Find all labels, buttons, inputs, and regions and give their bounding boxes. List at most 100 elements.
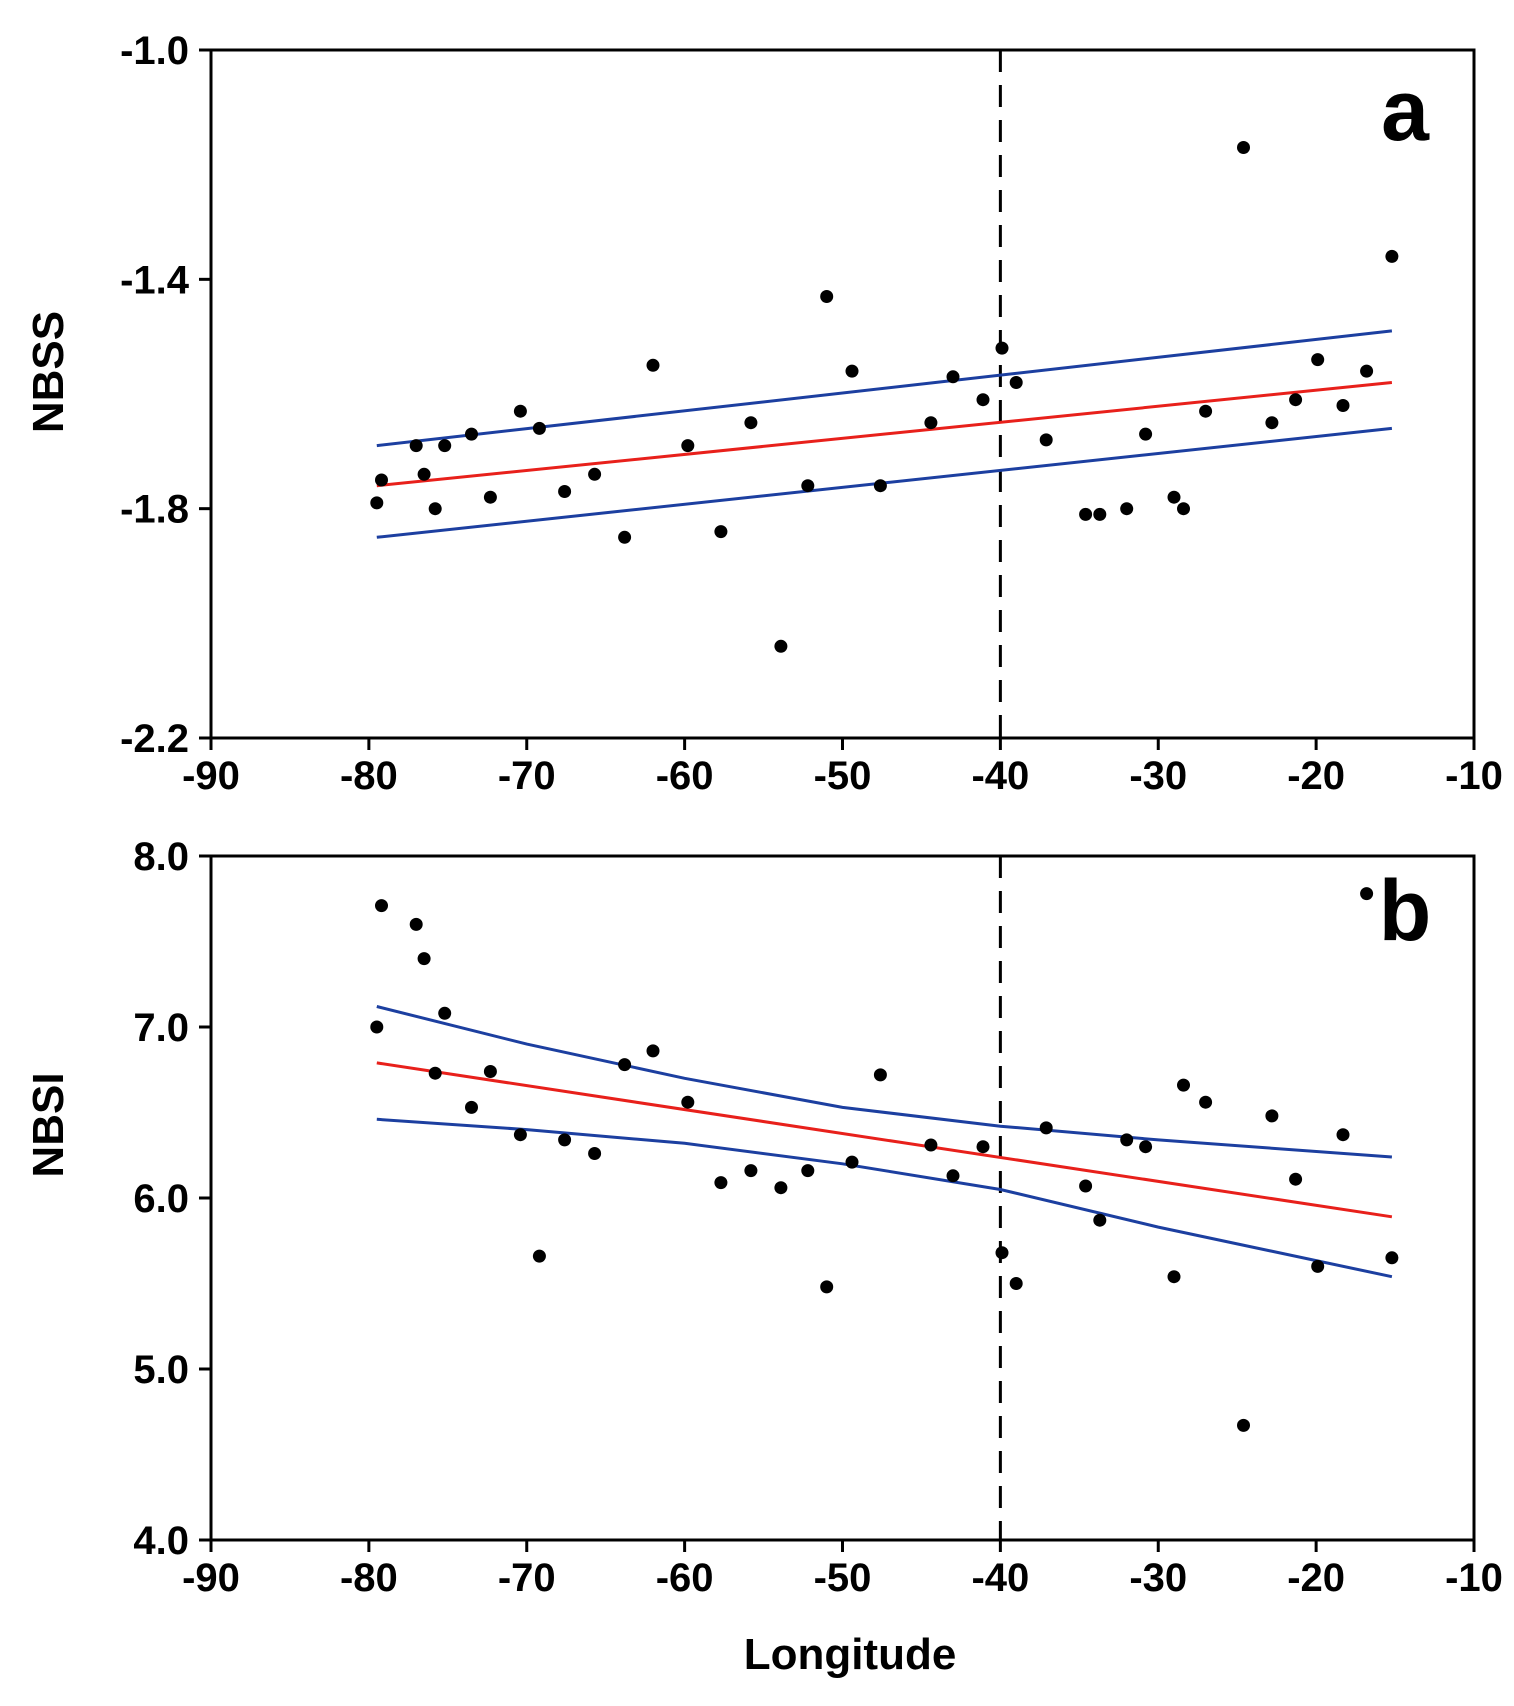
panel-a-data-point: [873, 479, 887, 493]
panel-a-x-tick-label: -70: [498, 754, 556, 798]
panel-b-data-point: [1199, 1095, 1213, 1109]
panel-b-data-point: [438, 1006, 452, 1020]
panel-a-data-point: [1039, 433, 1053, 447]
panel-b-data-point: [1237, 1418, 1250, 1432]
panel-b-x-tick-label: -20: [1287, 1556, 1345, 1600]
panel-a-y-tick-label: -1.8: [120, 488, 189, 532]
panel-b-data-point: [1265, 1109, 1279, 1123]
panel-b-x-tick-label: -50: [814, 1556, 872, 1600]
panel-b-data-point: [1039, 1121, 1053, 1135]
panel-a-data-point: [618, 530, 632, 544]
panel-b-ci-lower-line: [376, 1117, 1393, 1279]
panel-a-data-point: [1311, 353, 1325, 367]
panel-b-data-point: [483, 1065, 497, 1078]
panel-a-data-point: [483, 490, 497, 504]
panel-a-data-point: [1199, 404, 1213, 418]
panel-a-data-point: [1237, 141, 1250, 154]
panel-a-data-point: [1120, 502, 1134, 516]
panel-b-plot-frame: [209, 854, 1476, 1542]
panel-a-x-tick-label: -10: [1445, 754, 1503, 798]
panel-b-x-tick-label: -40: [971, 1556, 1029, 1600]
panel-a-data-point: [774, 639, 788, 653]
panel-b-data-point: [588, 1147, 602, 1160]
panel-b-data-point: [801, 1164, 815, 1178]
panel-a-data-point: [375, 473, 388, 487]
panel-a-y-tick-label: -2.2: [120, 717, 189, 761]
panel-b-data-point: [646, 1044, 660, 1058]
panel-b-data-point: [428, 1066, 442, 1080]
panel-a-data-point: [801, 479, 815, 493]
panel-a-data-point: [465, 427, 478, 441]
panel-a-data-point: [588, 467, 602, 481]
panel-b-ci-upper-line: [376, 1005, 1393, 1159]
panel-a-y-tick-label: -1.0: [120, 29, 189, 73]
panel-a-data-point: [409, 439, 423, 453]
panel-a-data-point: [1079, 507, 1093, 521]
panel-a-data-point: [1360, 364, 1374, 378]
panel-b-data-point: [1139, 1140, 1153, 1154]
panel-b-x-tick-label: -10: [1445, 1556, 1503, 1600]
panel-b-y-tick-label: 5.0: [133, 1348, 189, 1392]
panel-b-x-tick-label: -90: [182, 1556, 240, 1600]
panel-a-ci-upper-line: [376, 329, 1393, 448]
panel-a-x-tick-label: -20: [1287, 754, 1345, 798]
panel-a-y-axis-title: NBSS: [24, 311, 73, 433]
panel-b-data-point: [1360, 887, 1374, 901]
panel-b-data-point: [774, 1181, 788, 1195]
panel-b-data-point: [681, 1095, 695, 1109]
panel-b-data-point: [409, 917, 423, 931]
panel-a-data-point: [976, 393, 990, 407]
panel-a-data-point: [558, 485, 572, 498]
x-axis-title: Longitude: [744, 1630, 957, 1679]
panel-a-data-point: [428, 502, 442, 516]
panel-a-data-point: [1009, 376, 1023, 389]
panel-b-data-point: [714, 1176, 728, 1190]
panel-a-data-point: [820, 290, 834, 303]
panel-a-x-tick-label: -90: [182, 754, 240, 798]
panel-b-x-tick-label: -30: [1129, 1556, 1187, 1600]
panel-b-data-point: [976, 1140, 990, 1154]
panel-b-data-point: [1079, 1179, 1093, 1193]
panel-a-data-point: [1265, 416, 1279, 430]
panel-a-x-tick-label: -60: [656, 754, 714, 798]
panel-b-data-point: [375, 899, 388, 913]
panel-b-data-point: [820, 1280, 834, 1294]
panel-a-x-tick-label: -40: [971, 754, 1029, 798]
panel-a-x-tick-label: -80: [340, 754, 398, 798]
panel-b-x-tick-label: -80: [340, 1556, 398, 1600]
panel-a-data-point: [1289, 393, 1303, 407]
panel-b-data-point: [618, 1058, 632, 1072]
panel-b-data-point: [1093, 1213, 1107, 1227]
panel-a-data-point: [417, 467, 431, 481]
panel-b: b NBSI Longitude -90 -80 -70 -60 -50 -40 -30 -2…: [24, 835, 1503, 1679]
panel-a-x-tick-label: -50: [814, 754, 872, 798]
panel-b-data-point: [417, 952, 431, 966]
panel-b-data-point: [558, 1133, 572, 1147]
panel-a-data-point: [438, 439, 452, 453]
panel-b-y-tick-label: 7.0: [133, 1006, 189, 1050]
panel-b-data-point: [532, 1249, 546, 1263]
panel-a-data-point: [513, 404, 527, 418]
panel-b-y-tick-label: 4.0: [133, 1519, 189, 1563]
panel-a-label: a: [1381, 63, 1430, 159]
panel-a-fit-line: [376, 381, 1393, 488]
panel-a-data-point: [946, 370, 960, 384]
panel-b-data-point: [744, 1164, 758, 1178]
panel-b-data-point: [924, 1138, 938, 1152]
panel-b-data-point: [946, 1169, 960, 1183]
panel-b-data-point: [1336, 1128, 1350, 1142]
panel-a-data-point: [1139, 427, 1153, 441]
panel-a-data-point: [1385, 249, 1399, 263]
panel-b-data-point: [465, 1100, 478, 1114]
panel-a-data-point: [681, 439, 695, 453]
panel-b-data-point: [1120, 1133, 1134, 1147]
panel-b-fit-line: [376, 1061, 1393, 1219]
panel-a-y-tick-label: -1.4: [120, 258, 190, 302]
panel-b-data-point: [1177, 1078, 1190, 1092]
panel-b-y-axis-title: NBSI: [24, 1072, 73, 1177]
panel-b-data-point: [1009, 1277, 1023, 1290]
panel-b-data-point: [1289, 1172, 1303, 1186]
panel-a-data-point: [744, 416, 758, 430]
panel-a-data-point: [1167, 490, 1181, 504]
panel-b-label: b: [1379, 863, 1432, 959]
